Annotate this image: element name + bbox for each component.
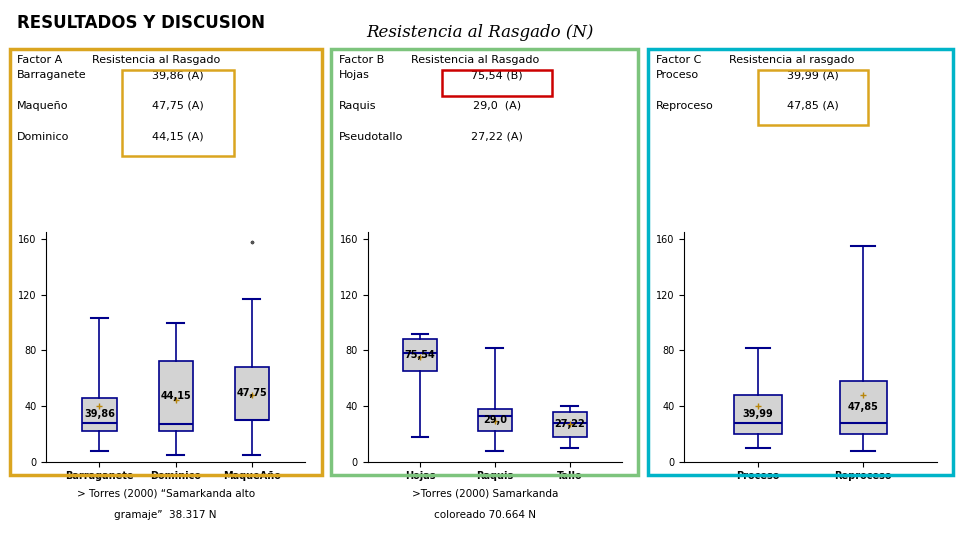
Text: 39,86 (A): 39,86 (A) [153,70,204,80]
Text: Resistencia al Rasgado: Resistencia al Rasgado [412,55,540,65]
Text: 47,85 (A): 47,85 (A) [787,101,839,111]
Text: 47,85: 47,85 [848,402,878,413]
Text: 47,75: 47,75 [236,388,267,399]
Text: coloreado 70.664 N: coloreado 70.664 N [434,510,536,521]
Text: 27,22 (A): 27,22 (A) [471,132,523,142]
PathPatch shape [553,411,587,437]
Text: Resistencia al Rasgado: Resistencia al Rasgado [92,55,221,65]
Text: Dominico: Dominico [17,132,70,142]
Text: 39,86: 39,86 [84,409,115,420]
Text: 29,0: 29,0 [483,415,507,425]
Text: Factor A: Factor A [17,55,62,65]
PathPatch shape [235,367,269,420]
Text: 39,99 (A): 39,99 (A) [787,70,839,80]
Text: 47,75 (A): 47,75 (A) [153,101,204,111]
Text: gramaje”  38.317 N: gramaje” 38.317 N [114,510,217,521]
Text: >Torres (2000) Samarkanda: >Torres (2000) Samarkanda [412,489,558,499]
Text: 29,0  (A): 29,0 (A) [473,101,521,111]
PathPatch shape [403,339,437,371]
Text: RESULTADOS Y DISCUSION: RESULTADOS Y DISCUSION [17,14,265,31]
Text: Raquis: Raquis [339,101,376,111]
Text: 44,15: 44,15 [160,392,191,401]
Text: Hojas: Hojas [339,70,370,80]
Text: 75,54: 75,54 [405,350,436,360]
PathPatch shape [478,409,512,431]
PathPatch shape [840,381,887,434]
Text: Maqueño: Maqueño [17,101,69,111]
Text: Factor C: Factor C [656,55,701,65]
Text: 75,54 (B): 75,54 (B) [471,70,523,80]
PathPatch shape [734,395,781,434]
Text: Factor B: Factor B [339,55,384,65]
Text: > Torres (2000) “Samarkanda alto: > Torres (2000) “Samarkanda alto [77,489,254,499]
Text: Reproceso: Reproceso [656,101,713,111]
PathPatch shape [83,397,116,431]
Text: 44,15 (A): 44,15 (A) [153,132,204,142]
Text: Resistencia al rasgado: Resistencia al rasgado [729,55,854,65]
Text: 27,22: 27,22 [554,419,585,429]
Text: Barraganete: Barraganete [17,70,87,80]
Text: 39,99: 39,99 [743,409,774,420]
Text: Resistencia al Rasgado (N): Resistencia al Rasgado (N) [367,24,593,41]
Text: Proceso: Proceso [656,70,699,80]
Text: Pseudotallo: Pseudotallo [339,132,403,142]
PathPatch shape [158,361,193,431]
